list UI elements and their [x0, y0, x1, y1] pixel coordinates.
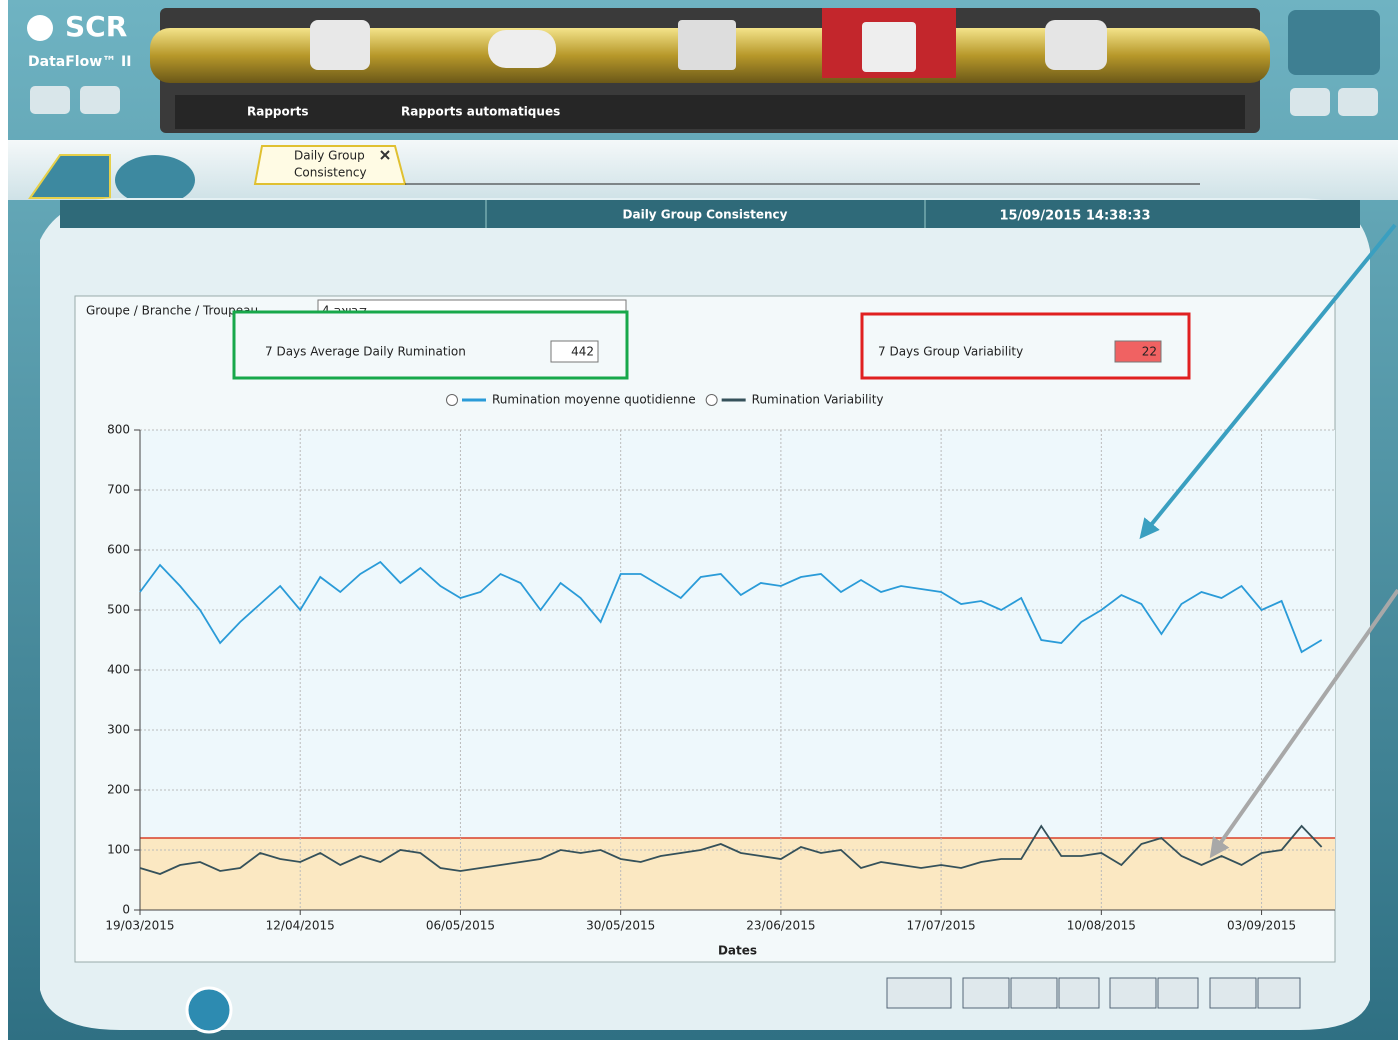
chart: 0 100 200 300 400 500 600 700 800 19/03/2015 12/04… — [105, 393, 1335, 958]
y-tick-label: 800 — [107, 423, 130, 437]
kpi-value: 442 — [571, 345, 594, 359]
tab-title[interactable]: Consistency — [294, 166, 367, 180]
kpi-label: 7 Days Group Variability — [878, 345, 1023, 359]
threshold-area — [140, 838, 1335, 910]
settings-button[interactable] — [1338, 88, 1378, 116]
y-tick-label: 100 — [107, 843, 130, 857]
edit-button[interactable] — [1110, 978, 1156, 1008]
help-button[interactable] — [1011, 978, 1057, 1008]
module-icon[interactable] — [488, 30, 556, 68]
favorite-button[interactable] — [1059, 978, 1099, 1008]
brand: SCR — [65, 10, 127, 43]
menu-bar — [175, 95, 1245, 129]
tab-strip — [8, 140, 1398, 200]
menu-item[interactable]: Rapports automatiques — [401, 105, 560, 119]
status-panel — [1288, 10, 1380, 75]
print-button[interactable] — [1210, 978, 1256, 1008]
report-title: Daily Group Consistency — [623, 208, 788, 222]
module-icon[interactable] — [310, 20, 370, 70]
x-tick-label: 17/07/2015 — [907, 919, 976, 933]
calendar-button[interactable] — [1158, 978, 1198, 1008]
y-tick-label: 0 — [122, 903, 130, 917]
x-tick-label: 30/05/2015 — [586, 919, 655, 933]
kpi-value: 22 — [1142, 345, 1157, 359]
y-tick-label: 700 — [107, 483, 130, 497]
x-tick-label: 06/05/2015 — [426, 919, 495, 933]
filter-label: Groupe / Branche / Troupeau — [86, 304, 258, 318]
legend-check — [706, 395, 717, 406]
product: DataFlow™ II — [28, 54, 131, 70]
legend-check — [447, 395, 458, 406]
x-tick-label: 19/03/2015 — [105, 919, 174, 933]
x-tick-label: 10/08/2015 — [1067, 919, 1136, 933]
legend-label: Rumination moyenne quotidienne — [492, 393, 696, 407]
module-icon[interactable] — [862, 22, 916, 72]
x-axis-title: Dates — [718, 944, 757, 958]
tab-title[interactable]: Daily Group — [294, 149, 365, 163]
globe-button[interactable] — [80, 86, 120, 114]
x-tick-label: 12/04/2015 — [266, 919, 335, 933]
x-tick-label: 03/09/2015 — [1227, 919, 1296, 933]
y-tick-label: 300 — [107, 723, 130, 737]
y-tick-label: 400 — [107, 663, 130, 677]
x-tick-label: 23/06/2015 — [746, 919, 815, 933]
kpi-label: 7 Days Average Daily Rumination — [265, 345, 466, 359]
y-tick-label: 200 — [107, 783, 130, 797]
exit-button[interactable] — [1258, 978, 1300, 1008]
screen-button[interactable] — [1290, 88, 1330, 116]
screen: Rapports Rapports automatiques SCR DataF… — [0, 0, 1398, 1044]
bottom-toolbar — [887, 978, 1300, 1008]
timestamp: 15/09/2015 14:38:33 — [999, 209, 1150, 224]
module-icon[interactable] — [678, 20, 736, 70]
y-tick-label: 600 — [107, 543, 130, 557]
module-icon[interactable] — [1045, 20, 1107, 70]
export-button[interactable] — [887, 978, 951, 1008]
refresh-button[interactable] — [963, 978, 1009, 1008]
logo — [27, 15, 53, 41]
nav-button[interactable] — [115, 155, 195, 205]
back-button[interactable] — [187, 988, 231, 1032]
menu-item[interactable]: Rapports — [247, 105, 309, 119]
y-tick-label: 500 — [107, 603, 130, 617]
help-button[interactable] — [30, 86, 70, 114]
legend-label: Rumination Variability — [752, 393, 884, 407]
